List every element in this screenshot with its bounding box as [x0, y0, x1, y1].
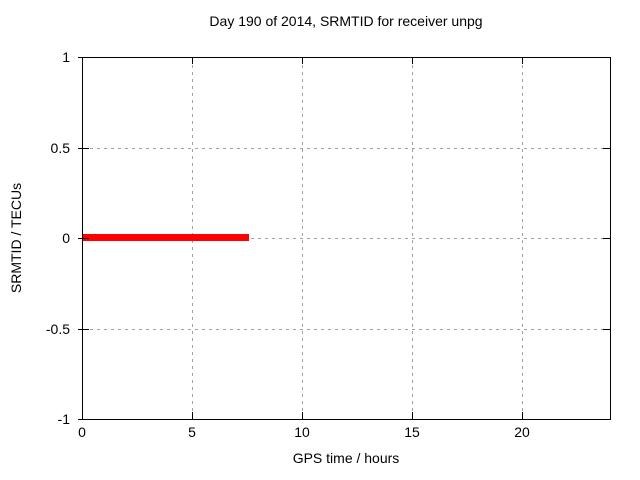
y-tick-label: 0: [62, 230, 70, 246]
y-tick-label: 1: [62, 49, 70, 65]
y-tick-label: -0.5: [45, 321, 70, 337]
x-tick-label: 5: [188, 424, 196, 440]
chart-title: Day 190 of 2014, SRMTID for receiver unp…: [209, 13, 483, 29]
x-axis-label: GPS time / hours: [292, 450, 400, 466]
x-tick-label: 0: [78, 424, 86, 440]
x-tick-label: 10: [294, 424, 310, 440]
y-tick-label: 0.5: [50, 140, 70, 156]
x-tick-label: 15: [404, 424, 420, 440]
x-tick-label: 20: [514, 424, 530, 440]
y-tick-label: -1: [57, 411, 70, 427]
